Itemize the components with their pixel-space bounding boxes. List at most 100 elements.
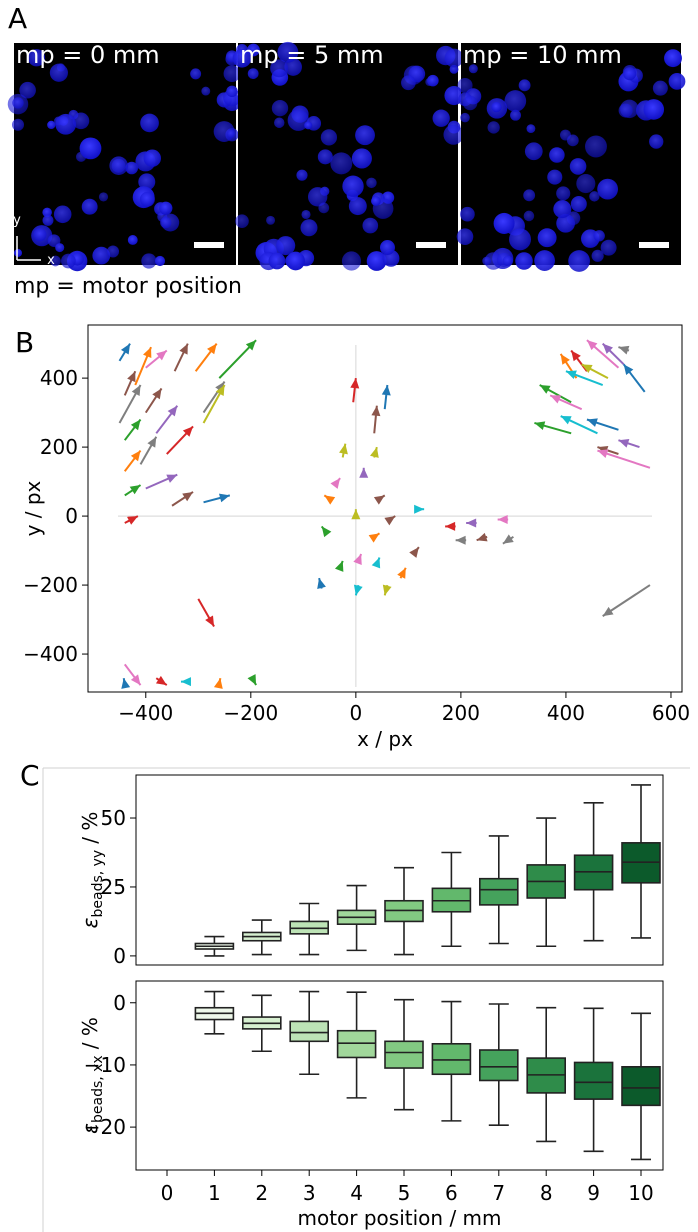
bead bbox=[190, 68, 202, 80]
bead bbox=[223, 65, 241, 83]
caption-note: mp = motor position bbox=[14, 274, 242, 299]
bead bbox=[307, 187, 328, 207]
bead bbox=[140, 113, 159, 133]
arrow-head bbox=[247, 674, 257, 686]
bead bbox=[585, 135, 607, 158]
bead bbox=[366, 251, 387, 271]
x-axis-label: motor position / mm bbox=[297, 1206, 501, 1230]
bead bbox=[341, 251, 362, 271]
bead bbox=[296, 169, 308, 181]
x-tick-label: 400 bbox=[547, 701, 585, 725]
arrow-head bbox=[586, 418, 598, 427]
bead bbox=[274, 117, 285, 128]
bead bbox=[33, 228, 47, 242]
bead bbox=[106, 245, 120, 258]
arrow-head bbox=[129, 485, 141, 495]
bead bbox=[652, 80, 668, 96]
y-label-subscript: beads, xx bbox=[90, 1055, 106, 1123]
bead bbox=[232, 49, 252, 68]
bead bbox=[47, 234, 61, 247]
bead bbox=[569, 158, 587, 175]
bead bbox=[623, 67, 637, 81]
y-tick-label: 0 bbox=[65, 504, 78, 528]
bead bbox=[42, 207, 52, 218]
axis-indicator-label: y bbox=[13, 213, 21, 228]
image-frame bbox=[14, 43, 236, 265]
bead bbox=[138, 173, 156, 191]
bead bbox=[502, 255, 514, 267]
arrow-head bbox=[397, 567, 406, 579]
arrow-head bbox=[497, 515, 508, 525]
arrow-head bbox=[534, 421, 546, 430]
bead bbox=[524, 142, 543, 161]
arrow-head bbox=[152, 388, 162, 400]
bead bbox=[318, 202, 330, 214]
bead bbox=[160, 217, 172, 229]
bead bbox=[589, 191, 600, 202]
arrow-head bbox=[143, 347, 152, 359]
x-tick-label: 8 bbox=[540, 1181, 553, 1205]
arrow-head bbox=[218, 493, 230, 503]
arrow-head bbox=[550, 395, 562, 404]
y-tick-label: −20 bbox=[84, 1115, 126, 1139]
bead bbox=[566, 134, 579, 147]
y-label-subscript: beads, yy bbox=[90, 850, 106, 918]
arrow-head bbox=[147, 436, 157, 448]
bead bbox=[53, 205, 72, 224]
panel-label: B bbox=[15, 326, 34, 359]
bead bbox=[547, 169, 563, 185]
arrow-head bbox=[353, 554, 362, 565]
image-frame bbox=[461, 43, 681, 265]
bead bbox=[593, 230, 605, 242]
scale-bar bbox=[416, 242, 446, 248]
bead bbox=[515, 252, 533, 270]
arrow-head bbox=[120, 343, 131, 355]
bead bbox=[504, 90, 527, 112]
bead bbox=[201, 86, 211, 96]
bead bbox=[444, 48, 464, 68]
bead bbox=[432, 109, 450, 127]
image-strip: mp = 0 mm mp = 5 mm mp = 10 mm y x bbox=[7, 41, 686, 272]
y-tick-label: 0 bbox=[113, 944, 126, 968]
arrow-head bbox=[121, 678, 131, 689]
box bbox=[289, 1020, 330, 1043]
plot-frame bbox=[135, 980, 664, 1171]
bead bbox=[468, 64, 478, 74]
arrow-head bbox=[166, 474, 178, 483]
bead bbox=[159, 201, 173, 215]
arrow-head bbox=[597, 449, 609, 458]
bead bbox=[597, 178, 619, 200]
bead bbox=[247, 43, 260, 57]
arrow-head bbox=[339, 443, 348, 455]
arrow-head bbox=[618, 345, 630, 355]
arrow-head bbox=[182, 491, 194, 502]
x-tick-label: −200 bbox=[223, 701, 278, 725]
bead bbox=[668, 72, 686, 90]
box bbox=[621, 1065, 661, 1107]
arrow-head bbox=[351, 509, 361, 520]
arrow-head bbox=[445, 521, 456, 531]
bead bbox=[570, 196, 587, 213]
arrow-head bbox=[245, 340, 257, 351]
bead bbox=[460, 206, 475, 222]
y-tick-label: −400 bbox=[23, 642, 78, 666]
bead bbox=[301, 209, 311, 220]
arrow-head bbox=[353, 584, 363, 596]
bead bbox=[649, 134, 664, 149]
bead bbox=[443, 124, 464, 145]
arrow-head bbox=[182, 426, 194, 437]
arrow-head bbox=[359, 467, 369, 478]
bead bbox=[42, 214, 54, 226]
scale-bar bbox=[194, 242, 224, 248]
arrow-head bbox=[167, 405, 178, 417]
arrow-head bbox=[602, 606, 614, 617]
bead bbox=[304, 121, 313, 130]
bead bbox=[342, 175, 364, 197]
arrow-head bbox=[371, 557, 381, 569]
x-axis-label: x / px bbox=[357, 727, 413, 751]
bead bbox=[49, 63, 68, 82]
arrow-head bbox=[155, 675, 167, 686]
arrow-head bbox=[213, 678, 223, 689]
arrow-head bbox=[602, 343, 613, 354]
